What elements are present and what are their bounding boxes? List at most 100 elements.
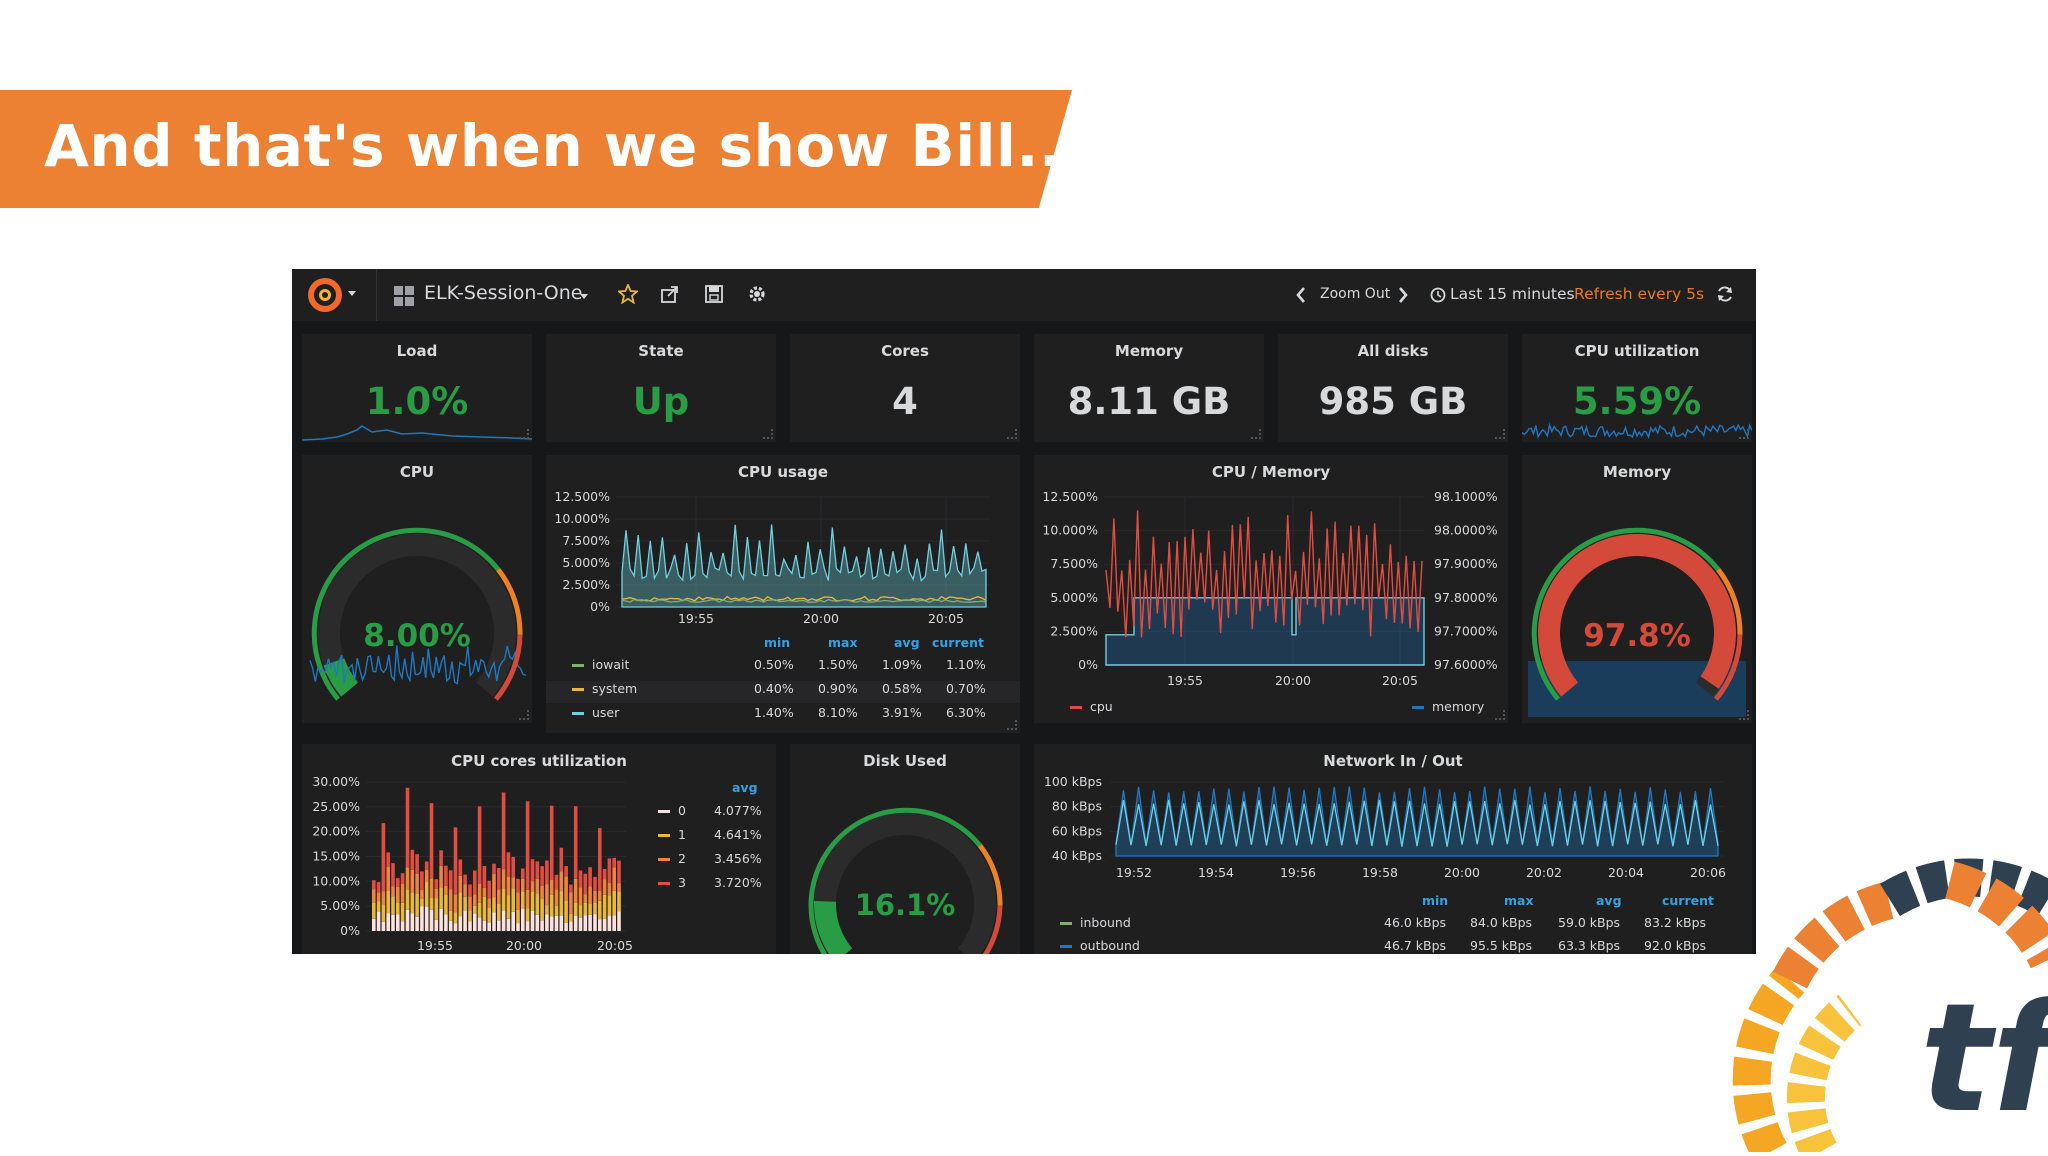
bar-core-0: [372, 918, 376, 931]
bar-core-1: [578, 905, 583, 918]
legend-row[interactable]: user 1.40% 8.10% 3.91% 6.30%: [546, 705, 1020, 727]
star-icon[interactable]: [616, 282, 640, 308]
grafana-logo-icon[interactable]: [306, 276, 344, 314]
bar-core-0: [424, 906, 429, 931]
refresh-interval[interactable]: Refresh every 5s: [1574, 285, 1705, 303]
bar-core-2: [487, 898, 491, 908]
legend-row[interactable]: 0 4.077%: [302, 803, 776, 825]
zoom-out-button[interactable]: Zoom Out: [1320, 286, 1391, 302]
bar-core-2: [506, 876, 511, 896]
legend-avg: 59.0 kBps: [1558, 915, 1621, 930]
series-cpu: [1105, 510, 1423, 638]
legend-row[interactable]: inbound 46.0 kBps 84.0 kBps 59.0 kBps 83…: [1034, 915, 1752, 937]
top-navbar: ELK-Session-One Zoom Out Last 15 minutes…: [292, 269, 1756, 321]
series-user: [621, 524, 987, 608]
x-tick-label: 19:56: [1280, 865, 1316, 880]
panel-title: Memory: [1114, 342, 1184, 360]
legend-series-cpu[interactable]: cpu: [1070, 699, 1113, 714]
legend-header-min[interactable]: min: [764, 635, 791, 650]
bar-core-2: [602, 879, 607, 895]
legend-header-current[interactable]: current: [1662, 893, 1714, 908]
bar-core-3: [410, 849, 415, 870]
legend-row[interactable]: 2 3.456%: [302, 851, 776, 873]
time-range-picker[interactable]: Last 15 minutes: [1450, 285, 1575, 303]
x-tick-label: 20:06: [1690, 865, 1726, 880]
legend-swatch: [1070, 706, 1082, 709]
singlestat-cores: Cores 4: [790, 334, 1020, 442]
save-icon[interactable]: [704, 284, 724, 308]
bar-core-3: [593, 876, 597, 891]
bar-core-3: [569, 884, 573, 893]
bar-core-0: [453, 923, 458, 931]
legend-current: 0.70%: [946, 681, 986, 696]
resize-handle[interactable]: [1007, 429, 1017, 439]
legend-series-2: 2: [658, 851, 686, 866]
resize-handle[interactable]: [1495, 429, 1505, 439]
legend-row[interactable]: iowait 0.50% 1.50% 1.09% 1.10%: [546, 657, 1020, 679]
legend-row[interactable]: system 0.40% 0.90% 0.58% 0.70%: [546, 681, 1020, 703]
legend-header-avg[interactable]: avg: [1596, 893, 1622, 908]
cpu-cores-panel: CPU cores utilization 30.00% 25.00% 20.00%…: [302, 744, 776, 954]
cpu-util-sparkline: [1522, 422, 1752, 439]
legend-label: 0: [678, 803, 686, 818]
legend-row[interactable]: outbound 46.7 kBps 95.5 kBps 63.3 kBps 9…: [1034, 938, 1752, 954]
resize-handle[interactable]: [1495, 710, 1505, 720]
legend-header-max[interactable]: max: [828, 635, 858, 650]
legend-header-min[interactable]: min: [1422, 893, 1449, 908]
bar-core-3: [559, 847, 564, 872]
bar-core-1: [458, 893, 463, 917]
y-tick-label: 5.000%: [562, 555, 610, 570]
bar-core-0: [492, 912, 496, 931]
legend-header-max[interactable]: max: [1504, 893, 1534, 908]
resize-handle[interactable]: [1739, 710, 1749, 720]
legend-header-avg[interactable]: avg: [894, 635, 920, 650]
settings-gear-icon[interactable]: [747, 284, 767, 308]
bar-core-3: [463, 874, 467, 885]
bar-core-3: [525, 801, 530, 890]
bar-core-1: [410, 893, 415, 914]
bar-core-0: [545, 914, 549, 931]
resize-handle[interactable]: [519, 429, 529, 439]
dashboard-title[interactable]: ELK-Session-One: [424, 282, 583, 304]
bar-core-1: [391, 896, 395, 915]
legend-row[interactable]: 3 3.720%: [302, 875, 776, 897]
legend-row[interactable]: 1 4.641%: [302, 827, 776, 849]
bar-core-3: [578, 870, 583, 888]
legend-header-avg[interactable]: avg: [732, 780, 758, 795]
refresh-icon[interactable]: [1716, 285, 1734, 307]
dashboard-caret-icon[interactable]: [580, 294, 588, 299]
bar-core-3: [468, 884, 472, 897]
share-icon[interactable]: [660, 284, 680, 308]
bar-core-3: [540, 866, 544, 886]
legend-current: 83.2 kBps: [1644, 915, 1707, 930]
logo-caret-icon[interactable]: [348, 291, 356, 296]
legend-series-iowait: iowait: [572, 657, 629, 672]
resize-handle[interactable]: [1739, 429, 1749, 439]
bar-core-2: [400, 884, 405, 903]
series-memory: [1105, 597, 1425, 666]
bar-core-3: [415, 854, 419, 874]
bar-core-1: [530, 891, 535, 911]
legend-avg: 63.3 kBps: [1558, 938, 1621, 953]
memory-gauge: [1528, 527, 1746, 717]
zoom-forward-chevron-icon[interactable]: [1397, 286, 1409, 308]
zoom-back-chevron-icon[interactable]: [1295, 286, 1307, 308]
bar-core-1: [415, 894, 419, 917]
legend-series-memory[interactable]: memory: [1412, 699, 1484, 714]
legend-header-current[interactable]: current: [932, 635, 984, 650]
x-tick-label: 20:04: [1608, 865, 1644, 880]
bar-core-3: [448, 870, 453, 890]
resize-handle[interactable]: [1007, 720, 1017, 730]
x-tick-label: 19:54: [1198, 865, 1234, 880]
resize-handle[interactable]: [519, 710, 529, 720]
bar-core-0: [410, 913, 415, 931]
y-tick-label: 60 kBps: [1052, 823, 1102, 838]
dashboards-grid-icon[interactable]: [394, 286, 414, 306]
clock-icon[interactable]: [1430, 287, 1446, 307]
resize-handle[interactable]: [1251, 429, 1261, 439]
resize-handle[interactable]: [763, 429, 773, 439]
y-tick-label: 2.500%: [562, 577, 610, 592]
bar-core-1: [439, 887, 443, 909]
x-tick-label: 20:02: [1526, 865, 1562, 880]
bar-core-2: [559, 871, 564, 892]
